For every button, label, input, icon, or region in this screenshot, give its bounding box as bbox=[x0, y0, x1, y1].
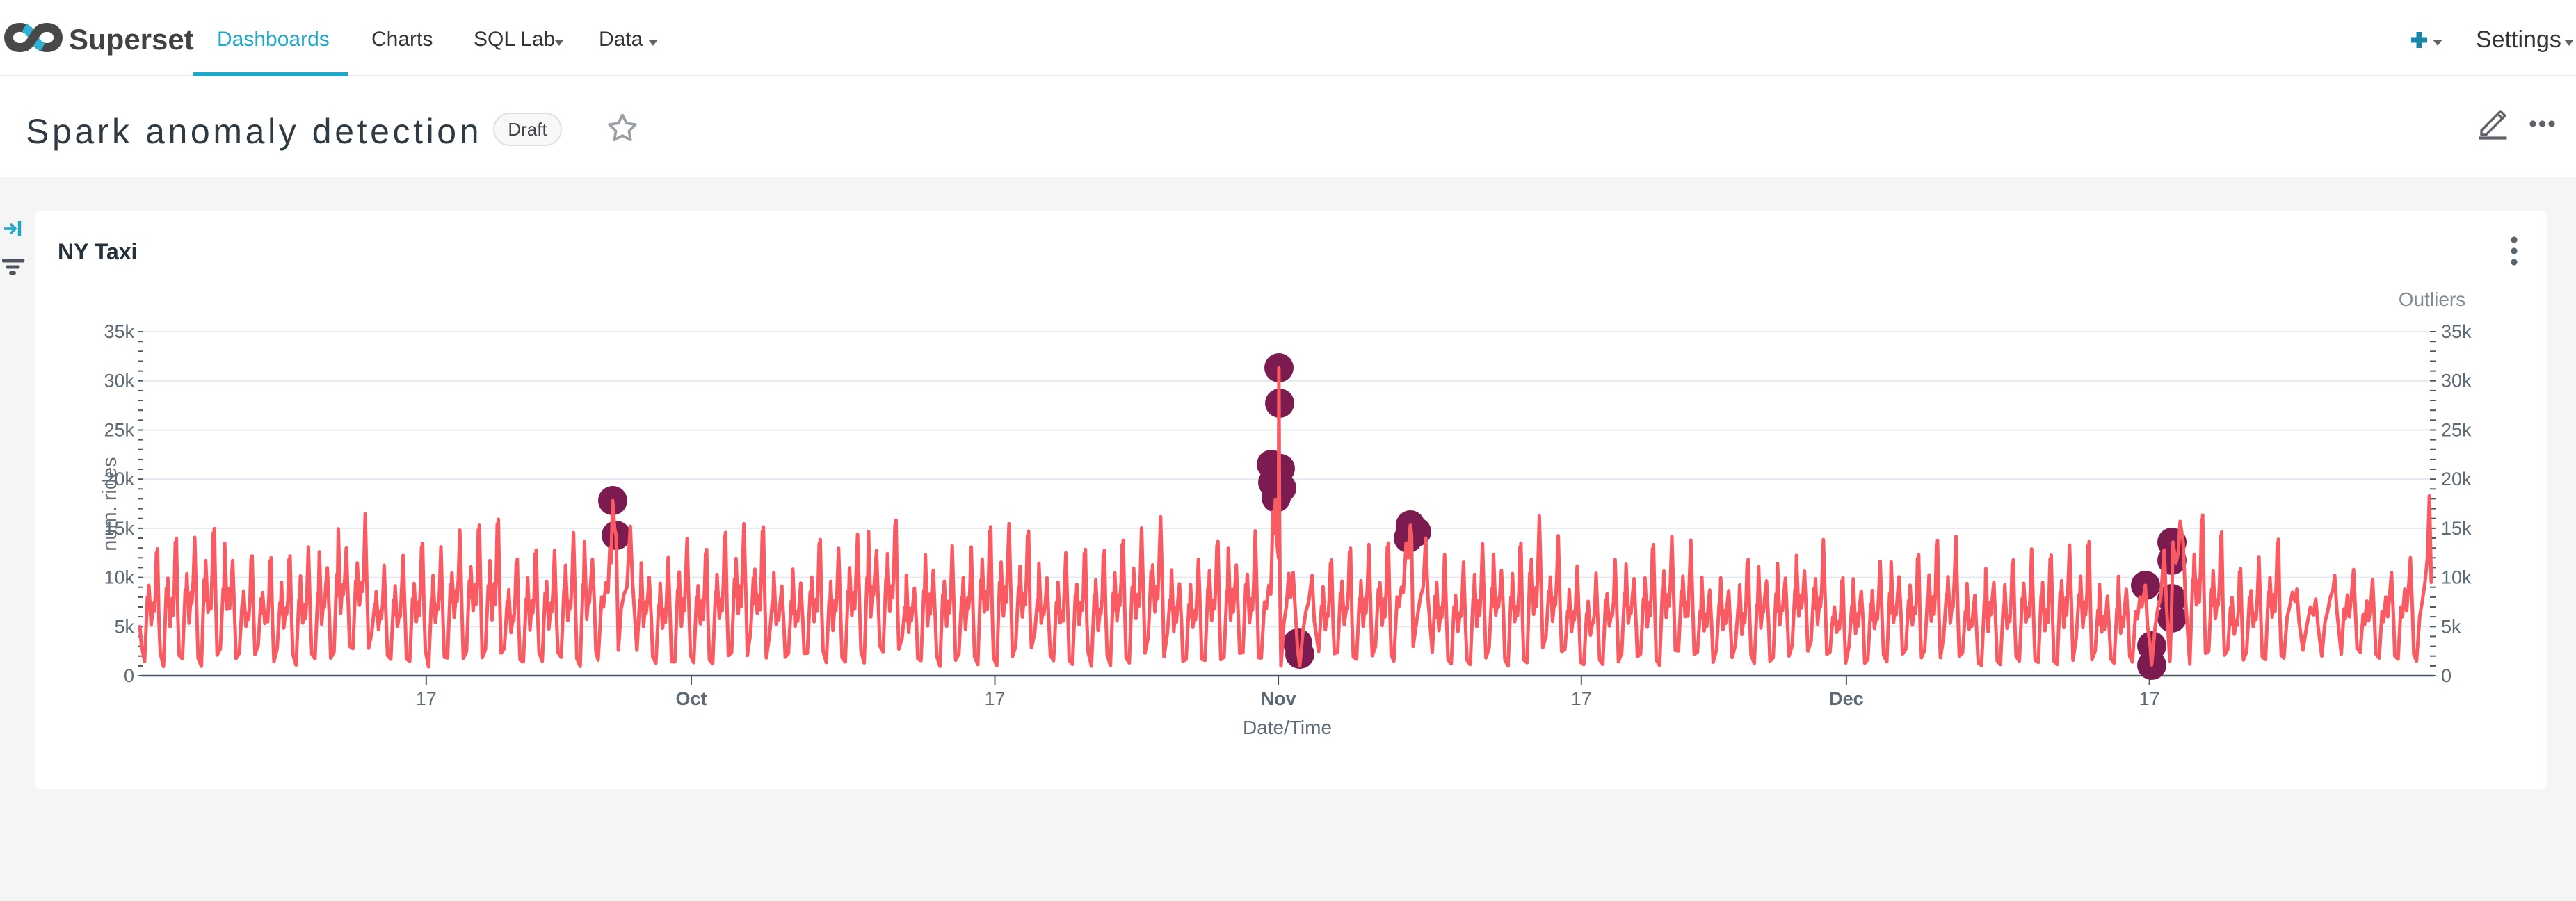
svg-text:Dec: Dec bbox=[1829, 688, 1864, 709]
svg-text:10k: 10k bbox=[2441, 567, 2472, 588]
svg-text:20k: 20k bbox=[104, 469, 134, 489]
svg-text:17: 17 bbox=[984, 688, 1005, 709]
svg-text:15k: 15k bbox=[2441, 518, 2472, 539]
svg-text:30k: 30k bbox=[104, 371, 134, 391]
svg-text:17: 17 bbox=[416, 688, 437, 709]
svg-text:15k: 15k bbox=[104, 518, 134, 539]
svg-text:Oct: Oct bbox=[675, 688, 707, 709]
svg-text:5k: 5k bbox=[2441, 616, 2461, 637]
svg-text:35k: 35k bbox=[104, 321, 134, 342]
svg-text:25k: 25k bbox=[104, 420, 134, 441]
svg-text:Date/Time: Date/Time bbox=[1243, 717, 1332, 738]
svg-text:20k: 20k bbox=[2441, 469, 2472, 489]
svg-text:Outliers: Outliers bbox=[2399, 289, 2465, 310]
svg-text:17: 17 bbox=[2139, 688, 2160, 709]
svg-text:25k: 25k bbox=[2441, 420, 2472, 441]
svg-text:17: 17 bbox=[1571, 688, 1592, 709]
svg-text:35k: 35k bbox=[2441, 321, 2472, 342]
svg-text:0: 0 bbox=[124, 665, 134, 686]
svg-text:30k: 30k bbox=[2441, 371, 2472, 391]
svg-text:0: 0 bbox=[2441, 665, 2452, 686]
svg-text:10k: 10k bbox=[104, 567, 134, 588]
svg-text:num. rides: num. rides bbox=[99, 457, 121, 551]
svg-text:5k: 5k bbox=[114, 616, 134, 637]
svg-text:Nov: Nov bbox=[1261, 688, 1296, 709]
